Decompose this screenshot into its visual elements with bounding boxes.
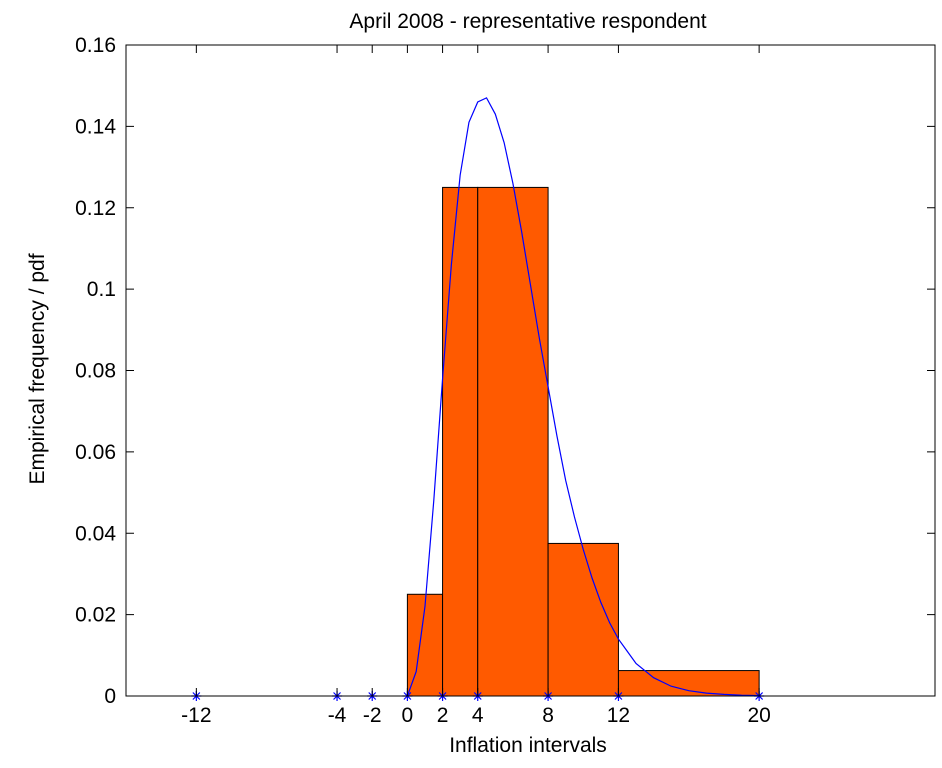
histogram-bar-3 — [547, 542, 619, 697]
y-tick-label-7: 0.14 — [75, 115, 116, 138]
y-tick-label-2: 0.04 — [75, 522, 116, 545]
y-tick-label-8: 0.16 — [75, 34, 116, 57]
y-tick-label-6: 0.12 — [75, 197, 116, 220]
y-tick-label-3: 0.06 — [75, 441, 116, 464]
x-axis-label: Inflation intervals — [449, 734, 607, 757]
y-tick-label-0: 0 — [104, 685, 116, 708]
x-tick-label-5: 4 — [472, 704, 484, 727]
x-tick-label-7: 12 — [607, 704, 630, 727]
histogram-bar-1 — [442, 186, 479, 697]
x-tick-label-1: -4 — [328, 704, 347, 727]
x-tick-label-8: 20 — [747, 704, 770, 727]
y-tick-label-4: 0.08 — [75, 360, 116, 383]
x-tick-label-0: -12 — [181, 704, 211, 727]
x-tick-label-6: 8 — [542, 704, 554, 727]
y-ticks-layer: 0 0.02 0.04 0.06 0.08 0.1 0.12 0.14 0.16 — [75, 34, 935, 708]
x-ticks-layer: -12 -4 -2 0 2 4 8 12 20 — [181, 45, 771, 727]
pdf-curve — [406, 97, 760, 697]
chart-title: April 2008 - representative respondent — [349, 10, 706, 33]
pdf-curve-layer — [406, 97, 760, 697]
histogram-bar-2 — [477, 186, 549, 697]
y-axis-label: Empirical frequency / pdf — [26, 253, 49, 484]
x-tick-label-3: 0 — [402, 704, 414, 727]
histogram-bar-4 — [617, 670, 760, 697]
x-tick-label-2: -2 — [363, 704, 382, 727]
y-tick-label-1: 0.02 — [75, 604, 116, 627]
bars-layer — [406, 186, 760, 697]
y-tick-label-5: 0.1 — [87, 278, 116, 301]
x-tick-label-4: 2 — [437, 704, 449, 727]
